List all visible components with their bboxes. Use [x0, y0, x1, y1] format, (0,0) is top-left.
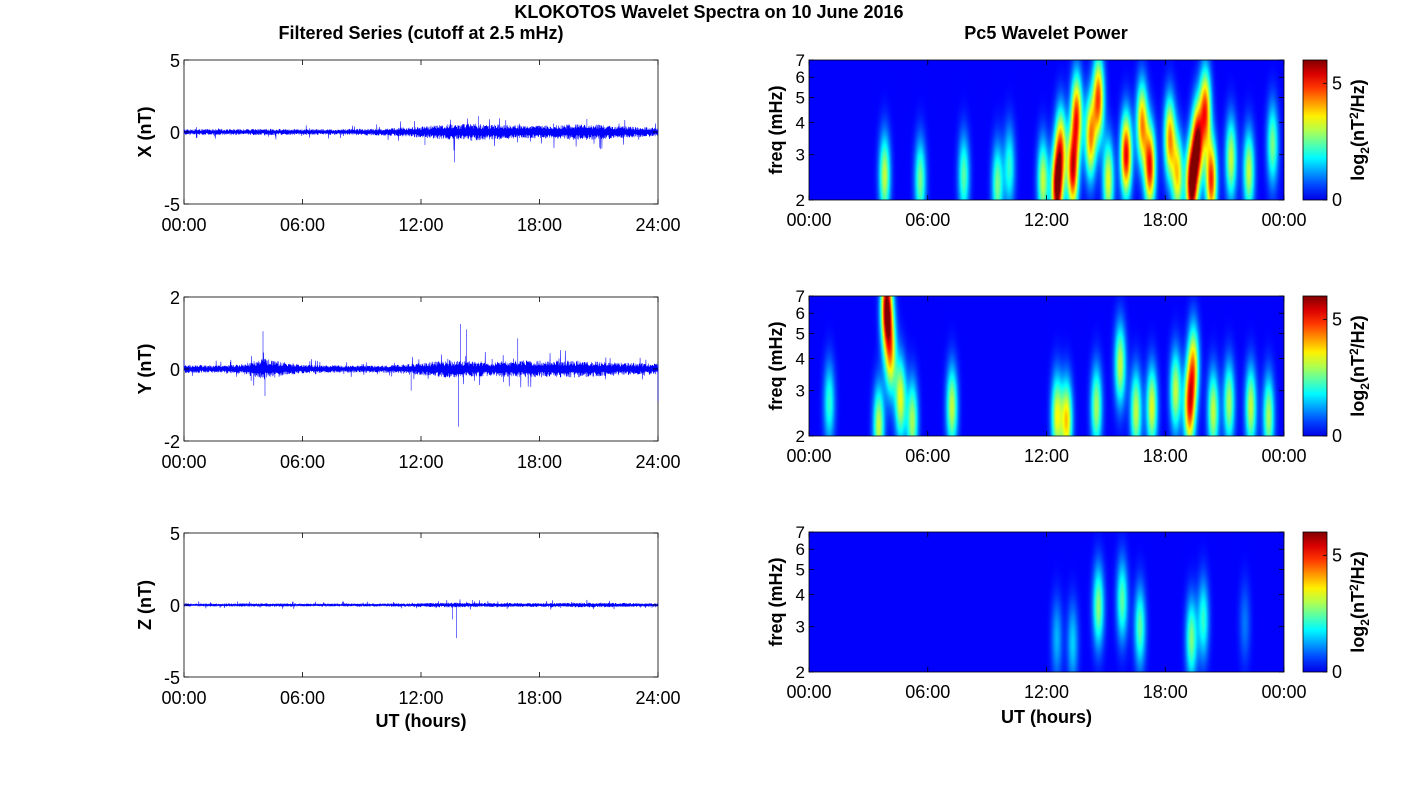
colorbar-tick-label: 5 — [1332, 545, 1342, 565]
x-tick-label: 24:00 — [635, 215, 680, 235]
y-tick-label: 0 — [170, 360, 180, 380]
x-tick-label: 12:00 — [398, 688, 443, 708]
y-tick-label: 6 — [796, 68, 805, 87]
x-tick-label: 00:00 — [786, 446, 831, 466]
y-tick-label: 0 — [170, 123, 180, 143]
y-tick-label: 3 — [796, 618, 805, 637]
x-tick-label: 12:00 — [1024, 682, 1069, 702]
x-tick-label: 06:00 — [905, 682, 950, 702]
x-tick-label: 06:00 — [280, 452, 325, 472]
x-tick-label: 06:00 — [280, 215, 325, 235]
x-tick-label: 18:00 — [1143, 446, 1188, 466]
x-tick-label: 18:00 — [517, 688, 562, 708]
x-tick-label: 24:00 — [635, 688, 680, 708]
colorbar-tick-label: 0 — [1332, 190, 1342, 210]
x-tick-label: 24:00 — [635, 452, 680, 472]
colorbar-scale — [1302, 59, 1328, 201]
y-tick-label: 5 — [796, 325, 805, 344]
x-tick-label: 06:00 — [280, 688, 325, 708]
y-tick-label: 4 — [796, 350, 805, 369]
colorbar-tick-label: 5 — [1332, 309, 1342, 329]
y-tick-label: 2 — [170, 288, 180, 308]
x-tick-label: 18:00 — [517, 452, 562, 472]
y-tick-label: 6 — [796, 304, 805, 323]
y-axis-label: freq (mHz) — [766, 557, 786, 646]
x-tick-label: 00:00 — [786, 682, 831, 702]
series-line-y — [183, 324, 659, 427]
y-tick-label: 5 — [170, 51, 180, 71]
x-tick-label: 00:00 — [1261, 682, 1306, 702]
y-axis-label: Y (nT) — [135, 344, 155, 395]
colorbar-label: log2(nT2/Hz) — [1347, 315, 1372, 416]
x-tick-label: 00:00 — [1261, 210, 1306, 230]
y-tick-label: 3 — [796, 382, 805, 401]
colorbar-scale — [1302, 531, 1328, 673]
series-panel-z: 5 0 -500:00 06:00 12:00 18:00 24:00 Z (nT) UT (h… — [135, 524, 681, 731]
x-tick-label: 00:00 — [1261, 446, 1306, 466]
x-tick-label: 00:00 — [161, 688, 206, 708]
y-tick-label: 3 — [796, 146, 805, 165]
wavelet-panel-y: 2 3 4 5 67 00:00 06:00 12:00 18:00 00:00 freq (mHz… — [766, 287, 1372, 466]
x-tick-label: 00:00 — [161, 215, 206, 235]
y-tick-label: -5 — [164, 195, 180, 215]
y-axis-label: Z (nT) — [135, 580, 155, 630]
y-axis-label: freq (mHz) — [766, 85, 786, 174]
x-tick-label: 06:00 — [905, 446, 950, 466]
y-tick-label: 5 — [170, 524, 180, 544]
y-tick-label: 0 — [170, 596, 180, 616]
x-tick-label: 18:00 — [1143, 682, 1188, 702]
series-panel-x: 5 0 -500:00 06:00 12:00 18:00 24:00 X (nT) — [135, 51, 681, 235]
y-tick-label: 2 — [796, 427, 805, 446]
series-line-z — [183, 599, 659, 639]
y-axis-label: X (nT) — [135, 107, 155, 158]
figure-title: KLOKOTOS Wavelet Spectra on 10 June 2016 — [514, 2, 903, 22]
x-tick-label: 06:00 — [905, 210, 950, 230]
x-tick-label: 12:00 — [398, 215, 443, 235]
y-tick-label: 4 — [796, 586, 805, 605]
wavelet-power-map — [809, 296, 1284, 436]
series-line-x — [183, 116, 659, 163]
wavelet-panel-x: 2 3 4 5 67 00:00 06:00 12:00 18:00 00:00 freq (mHz… — [766, 51, 1372, 230]
colorbar-label: log2(nT2/Hz) — [1347, 551, 1372, 652]
y-tick-label: 5 — [796, 561, 805, 580]
y-tick-label: 5 — [796, 89, 805, 108]
x-tick-label: 12:00 — [1024, 210, 1069, 230]
x-tick-label: 12:00 — [1024, 446, 1069, 466]
colorbar-tick-label: 5 — [1332, 73, 1342, 93]
x-axis-label: UT (hours) — [1001, 707, 1092, 727]
y-tick-label: -5 — [164, 668, 180, 688]
y-axis-label: freq (mHz) — [766, 321, 786, 410]
y-tick-label: 7 — [796, 51, 805, 70]
wavelet-panel-z: 2 3 4 5 67 00:00 06:00 12:00 18:00 00:00 freq (mHz… — [766, 523, 1372, 727]
wavelet-power-map — [809, 60, 1284, 200]
y-tick-label: 7 — [796, 287, 805, 306]
right-column-title: Pc5 Wavelet Power — [964, 23, 1127, 43]
colorbar-tick-label: 0 — [1332, 662, 1342, 682]
colorbar-label: log2(nT2/Hz) — [1347, 79, 1372, 180]
x-tick-label: 18:00 — [517, 215, 562, 235]
y-tick-label: 2 — [796, 663, 805, 682]
x-tick-label: 12:00 — [398, 452, 443, 472]
x-tick-label: 00:00 — [161, 452, 206, 472]
x-tick-label: 18:00 — [1143, 210, 1188, 230]
y-tick-label: 4 — [796, 114, 805, 133]
y-tick-label: 6 — [796, 540, 805, 559]
y-tick-label: -2 — [164, 432, 180, 452]
y-tick-label: 7 — [796, 523, 805, 542]
series-panel-y: 2 0 -200:00 06:00 12:00 18:00 24:00 Y (nT) — [135, 288, 681, 472]
wavelet-power-map — [809, 532, 1284, 672]
y-tick-label: 2 — [796, 191, 805, 210]
x-tick-label: 00:00 — [786, 210, 831, 230]
left-column-title: Filtered Series (cutoff at 2.5 mHz) — [278, 23, 563, 43]
colorbar-tick-label: 0 — [1332, 426, 1342, 446]
x-axis-label: UT (hours) — [376, 711, 467, 731]
colorbar-scale — [1302, 295, 1328, 437]
